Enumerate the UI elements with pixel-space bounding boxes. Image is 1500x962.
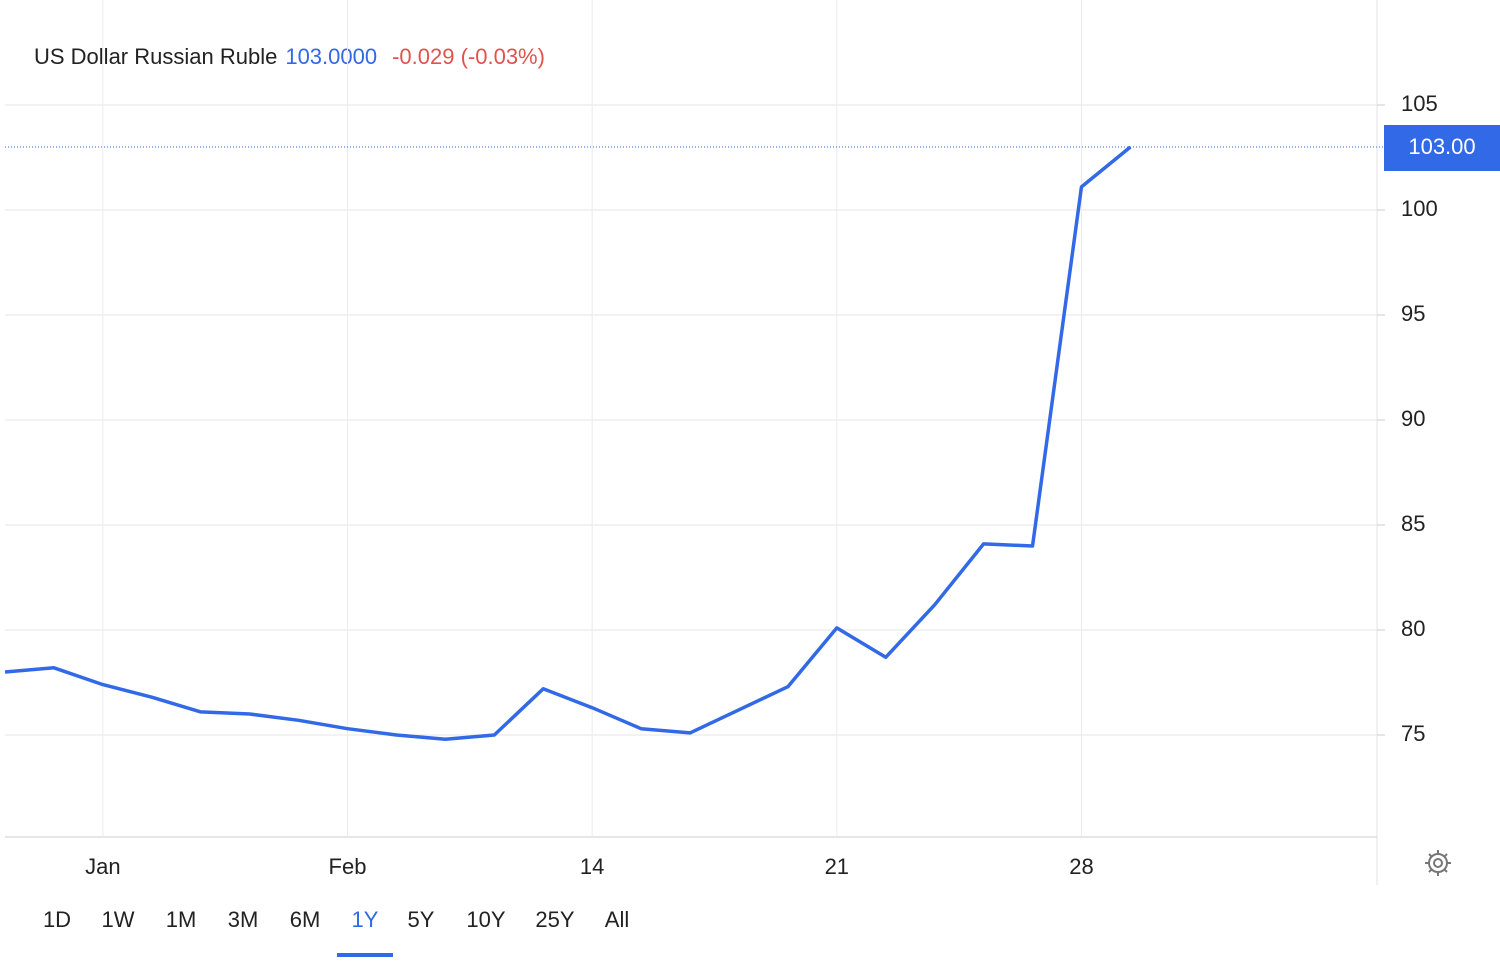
range-button[interactable]: 5Y	[408, 907, 435, 932]
y-tick-label: 100	[1401, 196, 1438, 221]
active-range-underline	[337, 953, 393, 957]
x-tick-label: 28	[1069, 854, 1093, 879]
last-price-box	[1384, 125, 1500, 171]
header: US Dollar Russian Ruble 103.0000 -0.029 …	[34, 44, 545, 69]
last-price-label: 103.00	[1408, 134, 1475, 159]
range-button[interactable]: 1D	[43, 907, 71, 932]
range-button[interactable]: All	[605, 907, 629, 932]
y-tick-label: 90	[1401, 406, 1425, 431]
y-tick-label: 80	[1401, 616, 1425, 641]
range-button[interactable]: 25Y	[535, 907, 574, 932]
y-tick-label: 75	[1401, 721, 1425, 746]
y-tick-label: 105	[1401, 91, 1438, 116]
x-tick-label: 21	[825, 854, 849, 879]
price: 103.0000	[285, 44, 377, 69]
y-tick-label: 95	[1401, 301, 1425, 326]
range-button[interactable]: 1W	[102, 907, 135, 932]
range-button[interactable]: 1Y	[352, 907, 379, 932]
range-button[interactable]: 10Y	[466, 907, 505, 932]
x-tick-label: Jan	[85, 854, 120, 879]
y-tick-label: 85	[1401, 511, 1425, 536]
price-line	[4, 145, 1132, 741]
range-button[interactable]: 6M	[290, 907, 321, 932]
settings-icon[interactable]	[1425, 850, 1451, 876]
range-button[interactable]: 1M	[166, 907, 197, 932]
chart-title: US Dollar Russian Ruble	[34, 44, 277, 69]
x-tick-label: Feb	[329, 854, 367, 879]
range-button[interactable]: 3M	[228, 907, 259, 932]
change: -0.029 (-0.03%)	[392, 44, 545, 69]
x-tick-label: 14	[580, 854, 604, 879]
